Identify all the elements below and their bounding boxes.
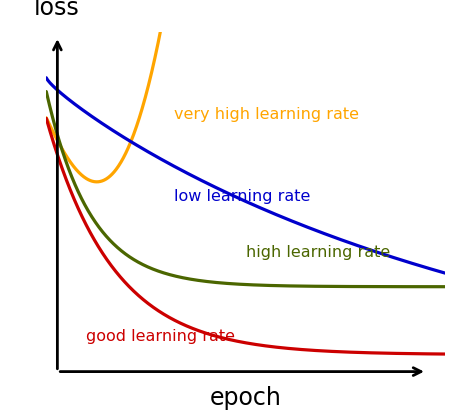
Text: loss: loss xyxy=(34,0,80,19)
Text: very high learning rate: very high learning rate xyxy=(174,107,358,122)
Text: good learning rate: good learning rate xyxy=(86,329,235,344)
Text: high learning rate: high learning rate xyxy=(246,244,390,259)
Text: epoch: epoch xyxy=(210,385,281,409)
Text: low learning rate: low learning rate xyxy=(174,188,310,203)
